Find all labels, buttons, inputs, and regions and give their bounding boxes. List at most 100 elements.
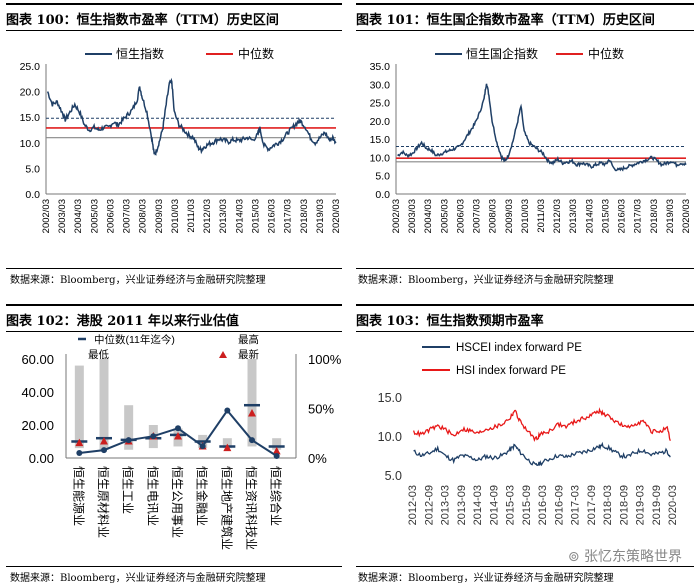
x-tick-label: 2014-09 [488, 485, 500, 525]
legend-label-median: 中位数 [588, 46, 624, 61]
y-tick-label: 20.0 [20, 87, 41, 99]
x-tick-label: 2004/03 [423, 199, 434, 233]
x-tick-label: 2011/03 [186, 199, 197, 233]
percentile-point [125, 437, 132, 444]
source-rule [6, 268, 342, 269]
latest-marker [248, 408, 256, 417]
legend-label-series: 恒生国企指数 [466, 46, 538, 61]
x-tick-label: 2005/03 [439, 199, 450, 233]
x-tick-label: 2016/03 [267, 199, 278, 233]
x-tick-label: 2014/03 [584, 199, 595, 233]
legend-label-hscei: HSCEI index forward PE [456, 342, 582, 354]
x-tick-label: 2005/03 [89, 199, 100, 233]
range-bar [272, 438, 282, 450]
chart-figure-101: 恒生国企指数 中位数 0.0 5.0 10.0 15.0 20.0 25.0 30.0 35.0 2… [370, 46, 692, 233]
percentile-point [224, 407, 231, 414]
y-tick-label: 30.0 [370, 79, 391, 91]
x-category-label: 恒生金融业 [195, 466, 210, 526]
top-rule [356, 3, 694, 5]
latest-marker [272, 446, 281, 455]
x-tick-label: 2002/03 [391, 199, 402, 233]
y-tick-label: 10.0 [20, 138, 41, 150]
x-tick-label: 2017-03 [570, 485, 582, 525]
x-tick-label: 2018-09 [618, 485, 630, 525]
x-tick-label: 2017/03 [633, 199, 644, 233]
source-rule [6, 566, 342, 567]
x-tick-label: 2010/03 [520, 199, 531, 233]
watermark-text: 张忆东策略世界 [584, 549, 682, 565]
x-tick-label: 2020-03 [667, 485, 679, 525]
y-tick-label: 40.00 [21, 385, 54, 400]
x-tick-label: 2016/03 [617, 199, 628, 233]
title-rule [356, 30, 694, 31]
x-tick-label: 2002/03 [41, 199, 52, 233]
latest-marker [75, 438, 84, 447]
x-tick-label: 2015-03 [505, 485, 517, 525]
percentile-point [76, 450, 83, 457]
x-tick-label: 2016-09 [553, 485, 565, 525]
top-rule [356, 304, 694, 306]
x-tick-label: 2015-09 [521, 485, 533, 525]
x-tick-label: 2017/03 [283, 199, 294, 233]
series-line [46, 77, 337, 157]
x-tick-label: 2020/03 [681, 199, 692, 233]
legend-label-low: 最低 [88, 348, 109, 361]
source-rule [356, 566, 694, 567]
watermark: ⊚ 张忆东策略世界 [568, 546, 682, 566]
x-category-label: 恒生资讯科技业 [244, 466, 258, 550]
hsi-line [412, 407, 671, 443]
latest-marker [100, 437, 108, 445]
x-tick-label: 2019/03 [665, 199, 676, 233]
chart-figure-103: HSCEI index forward PE HSI index forward … [378, 342, 679, 525]
wechat-icon: ⊚ [567, 549, 584, 565]
y-tick-label: 35.0 [370, 61, 391, 73]
y-tick-label: 5.0 [25, 163, 40, 175]
top-rule [6, 304, 342, 306]
x-tick-label: 2012-09 [423, 485, 435, 525]
x-tick-label: 2013-03 [440, 485, 452, 525]
percentile-point [150, 433, 157, 440]
x-tick-label: 2013/03 [568, 199, 579, 233]
range-bar [99, 359, 109, 450]
y-tick-label: 10.0 [378, 430, 402, 444]
figure-103-source: 数据来源：Bloomberg，兴业证券经济与金融研究院整理 [358, 573, 614, 584]
x-tick-label: 2014-03 [472, 485, 484, 525]
y-tick-label: 5.0 [375, 171, 390, 183]
percentile-point [199, 443, 206, 450]
figure-101-source: 数据来源：Bloomberg，兴业证券经济与金融研究院整理 [358, 275, 614, 286]
figure-101-title: 图表 101：恒生国企指数市盈率（TTM）历史区间 [356, 13, 655, 28]
y-tick-label: 10.0 [370, 152, 391, 164]
percentile-point [175, 425, 181, 432]
x-category-label: 恒生工业 [121, 466, 135, 514]
y-tick-label: 5.0 [385, 469, 402, 483]
legend-label-latest: 最新 [238, 348, 259, 361]
x-tick-label: 2003/03 [407, 199, 418, 233]
y-tick-label: 60.00 [21, 352, 54, 367]
x-tick-label: 2017-09 [586, 485, 598, 525]
range-bar [222, 438, 232, 449]
latest-marker [174, 432, 182, 440]
x-tick-label: 2018-03 [602, 485, 614, 525]
x-tick-label: 2011/03 [536, 199, 547, 233]
x-tick-label: 2006/03 [455, 199, 466, 233]
x-tick-label: 2012-03 [407, 485, 419, 525]
legend-label-median: 中位数(11年迄今) [94, 333, 175, 346]
x-tick-label: 2004/03 [73, 199, 84, 233]
x-category-label: 恒生公用事业 [170, 466, 184, 538]
title-rule [6, 331, 342, 332]
x-tick-label: 2010/03 [170, 199, 181, 233]
y-tick-label: 15.0 [20, 112, 41, 124]
title-rule [356, 331, 694, 332]
percentile-point [101, 447, 107, 454]
y2-tick-label: 0% [308, 451, 327, 466]
x-tick-label: 2014/03 [234, 199, 245, 233]
x-tick-label: 2006/03 [105, 199, 116, 233]
x-category-label: 恒生原材料业 [96, 466, 110, 538]
range-bar [124, 405, 134, 450]
legend-label-hsi: HSI index forward PE [456, 365, 566, 377]
range-bar [247, 359, 257, 447]
chart-figure-100: 恒生指数 中位数 0.0 5.0 10.0 15.0 20.0 25.0 2002/03 2003… [20, 46, 342, 233]
top-rule [6, 3, 342, 5]
x-tick-label: 2019-09 [651, 485, 663, 525]
